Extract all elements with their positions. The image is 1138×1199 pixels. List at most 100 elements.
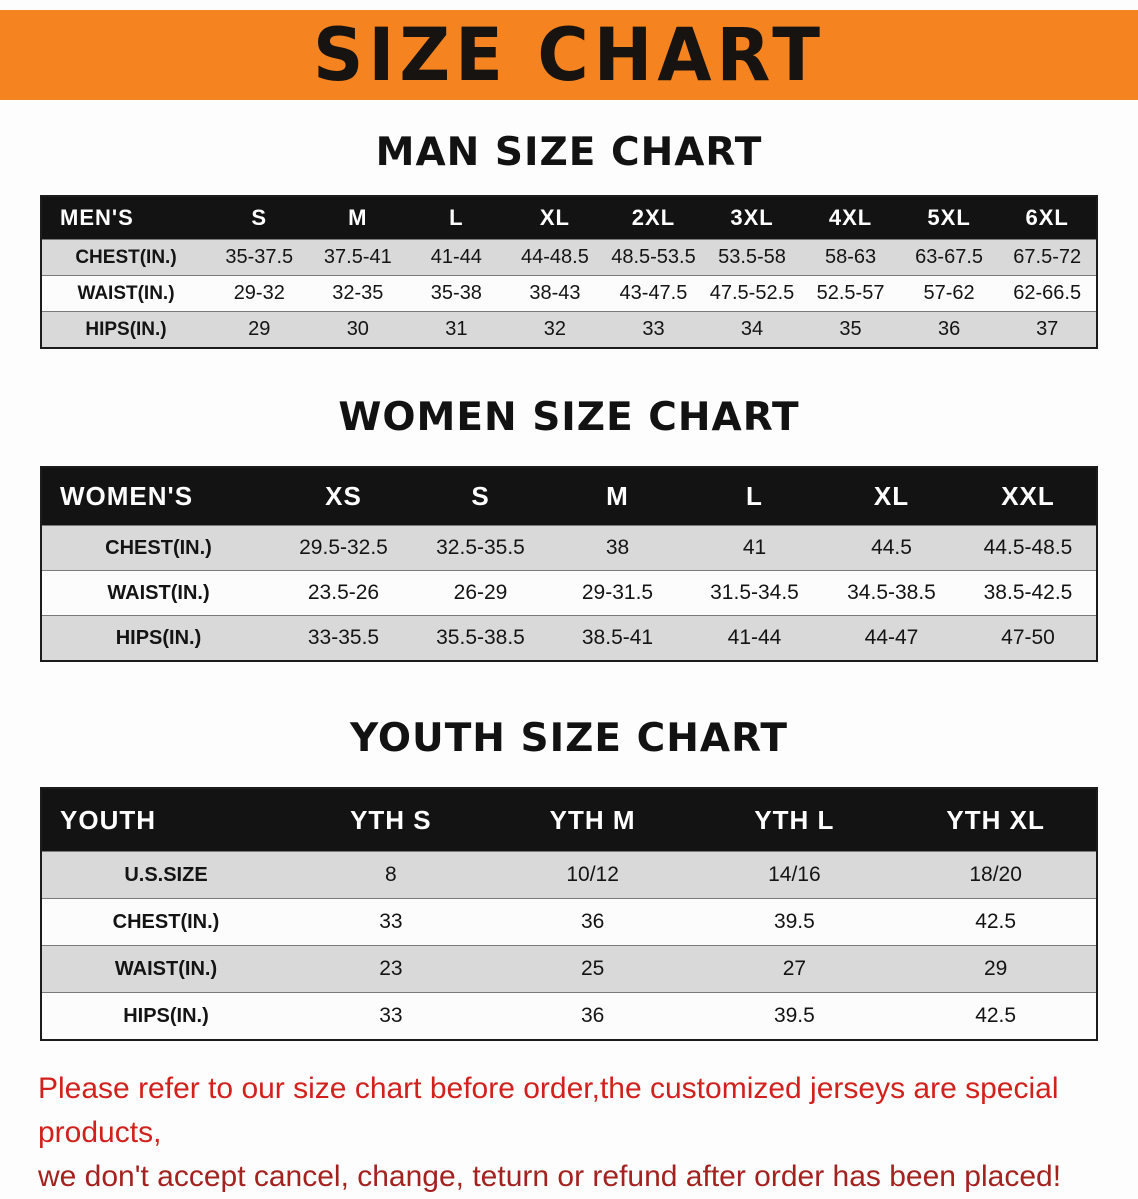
size-column-header: M — [308, 196, 408, 240]
measurement-cell: 26-29 — [412, 570, 549, 616]
measurement-cell: 31 — [407, 311, 506, 348]
measurement-cell: 30 — [308, 311, 408, 348]
size-column-header: YTH M — [491, 788, 694, 852]
measurement-cell: 25 — [491, 945, 694, 993]
measurement-cell: 33 — [604, 311, 703, 348]
row-label-cell: HIPS(IN.) — [41, 615, 275, 661]
table-row: CHEST(IN.) 35-37.5 37.5-41 41-44 44-48.5 48.5… — [41, 239, 1097, 276]
measurement-cell: 67.5-72 — [998, 239, 1097, 276]
measurement-cell: 18/20 — [895, 851, 1097, 899]
size-column-header: S — [210, 196, 309, 240]
table-row: U.S.SIZE 8 10/12 14/16 18/20 — [41, 851, 1097, 899]
measurement-cell: 14/16 — [693, 851, 896, 899]
measurement-cell: 34 — [702, 311, 802, 348]
table-row: HIPS(IN.) 29 30 31 32 33 34 35 36 37 — [41, 311, 1097, 348]
measurement-cell: 37.5-41 — [308, 239, 408, 276]
table-header-row: MEN'S S M L XL 2XL 3XL 4XL 5XL 6XL — [41, 196, 1097, 240]
row-label-cell: CHEST(IN.) — [41, 239, 210, 276]
measurement-cell: 52.5-57 — [801, 275, 900, 312]
size-chart-page: SIZE CHART MAN SIZE CHART MEN'S S M L XL 2XL 3… — [0, 10, 1138, 1193]
row-label-cell: HIPS(IN.) — [41, 992, 290, 1040]
size-column-header: YTH XL — [895, 788, 1097, 852]
measurement-cell: 42.5 — [895, 898, 1097, 946]
size-column-header: 4XL — [801, 196, 900, 240]
measurement-cell: 38.5-41 — [549, 615, 686, 661]
table-header-row: WOMEN'S XS S M L XL XXL — [41, 467, 1097, 526]
measurement-cell: 36 — [491, 992, 694, 1040]
measurement-cell: 33 — [290, 992, 492, 1040]
measurement-cell: 23 — [290, 945, 492, 993]
men-section-heading: MAN SIZE CHART — [375, 130, 763, 175]
measurement-cell: 39.5 — [693, 898, 896, 946]
table-row: WAIST(IN.) 29-32 32-35 35-38 38-43 43-47.5 47.… — [41, 275, 1097, 312]
measurement-cell: 44.5 — [823, 525, 960, 571]
row-label-cell: CHEST(IN.) — [41, 525, 275, 571]
row-label-cell: WAIST(IN.) — [41, 945, 290, 993]
measurement-cell: 33-35.5 — [275, 615, 412, 661]
youth-size-table: YOUTH YTH S YTH M YTH L YTH XL U.S.SIZE 8 10/12… — [40, 787, 1098, 1041]
table-row: WAIST(IN.) 23.5-26 26-29 29-31.5 31.5-34.5 34… — [41, 570, 1097, 616]
table-title-cell: WOMEN'S — [41, 467, 275, 526]
measurement-cell: 35.5-38.5 — [412, 615, 549, 661]
measurement-cell: 53.5-58 — [702, 239, 802, 276]
measurement-cell: 29-31.5 — [549, 570, 686, 616]
table-row: CHEST(IN.) 33 36 39.5 42.5 — [41, 898, 1097, 946]
measurement-cell: 44-47 — [823, 615, 960, 661]
youth-size-section: YOUTH SIZE CHART YOUTH YTH S YTH M YTH L YTH… — [0, 716, 1138, 1041]
measurement-cell: 8 — [290, 851, 492, 899]
measurement-cell: 10/12 — [491, 851, 694, 899]
measurement-cell: 41 — [686, 525, 823, 571]
measurement-cell: 44-48.5 — [505, 239, 605, 276]
order-notice: Please refer to our size chart before or… — [38, 1067, 1100, 1199]
measurement-cell: 32.5-35.5 — [412, 525, 549, 571]
size-column-header: YTH S — [290, 788, 492, 852]
women-size-section: WOMEN SIZE CHART WOMEN'S XS S M L XL XXL CHEST(… — [0, 395, 1138, 662]
measurement-cell: 41-44 — [686, 615, 823, 661]
row-label-cell: WAIST(IN.) — [41, 570, 275, 616]
men-size-section: MAN SIZE CHART MEN'S S M L XL 2XL 3XL 4XL 5XL 6XL… — [0, 130, 1138, 349]
women-section-heading: WOMEN SIZE CHART — [338, 395, 800, 440]
measurement-cell: 33 — [290, 898, 492, 946]
size-column-header: 6XL — [998, 196, 1097, 240]
measurement-cell: 43-47.5 — [604, 275, 703, 312]
measurement-cell: 38 — [549, 525, 686, 571]
size-chart-banner: SIZE CHART — [0, 10, 1138, 100]
measurement-cell: 31.5-34.5 — [686, 570, 823, 616]
size-column-header: XL — [505, 196, 605, 240]
row-label-cell: HIPS(IN.) — [41, 311, 210, 348]
measurement-cell: 32 — [505, 311, 605, 348]
measurement-cell: 38.5-42.5 — [960, 570, 1097, 616]
measurement-cell: 27 — [693, 945, 896, 993]
measurement-cell: 35 — [801, 311, 900, 348]
page-title: SIZE CHART — [312, 11, 826, 99]
measurement-cell: 29 — [895, 945, 1097, 993]
measurement-cell: 57-62 — [899, 275, 999, 312]
measurement-cell: 63-67.5 — [899, 239, 999, 276]
size-column-header: L — [686, 467, 823, 526]
measurement-cell: 29 — [210, 311, 309, 348]
notice-line-1: Please refer to our size chart before or… — [38, 1072, 1059, 1149]
measurement-cell: 23.5-26 — [275, 570, 412, 616]
table-row: WAIST(IN.) 23 25 27 29 — [41, 945, 1097, 993]
youth-section-heading: YOUTH SIZE CHART — [350, 716, 788, 761]
measurement-cell: 44.5-48.5 — [960, 525, 1097, 571]
size-column-header: XS — [275, 467, 412, 526]
size-column-header: XXL — [960, 467, 1097, 526]
size-column-header: 2XL — [604, 196, 703, 240]
table-title-cell: MEN'S — [41, 196, 210, 240]
size-column-header: 5XL — [899, 196, 999, 240]
measurement-cell: 41-44 — [407, 239, 506, 276]
size-column-header: L — [407, 196, 506, 240]
size-column-header: M — [549, 467, 686, 526]
measurement-cell: 37 — [998, 311, 1097, 348]
measurement-cell: 47.5-52.5 — [702, 275, 802, 312]
measurement-cell: 36 — [491, 898, 694, 946]
measurement-cell: 58-63 — [801, 239, 900, 276]
women-size-table: WOMEN'S XS S M L XL XXL CHEST(IN.) 29.5-32.5 32.5… — [40, 466, 1098, 662]
table-title-cell: YOUTH — [41, 788, 290, 852]
size-column-header: 3XL — [702, 196, 802, 240]
row-label-cell: U.S.SIZE — [41, 851, 290, 899]
measurement-cell: 35-38 — [407, 275, 506, 312]
measurement-cell: 42.5 — [895, 992, 1097, 1040]
row-label-cell: WAIST(IN.) — [41, 275, 210, 312]
